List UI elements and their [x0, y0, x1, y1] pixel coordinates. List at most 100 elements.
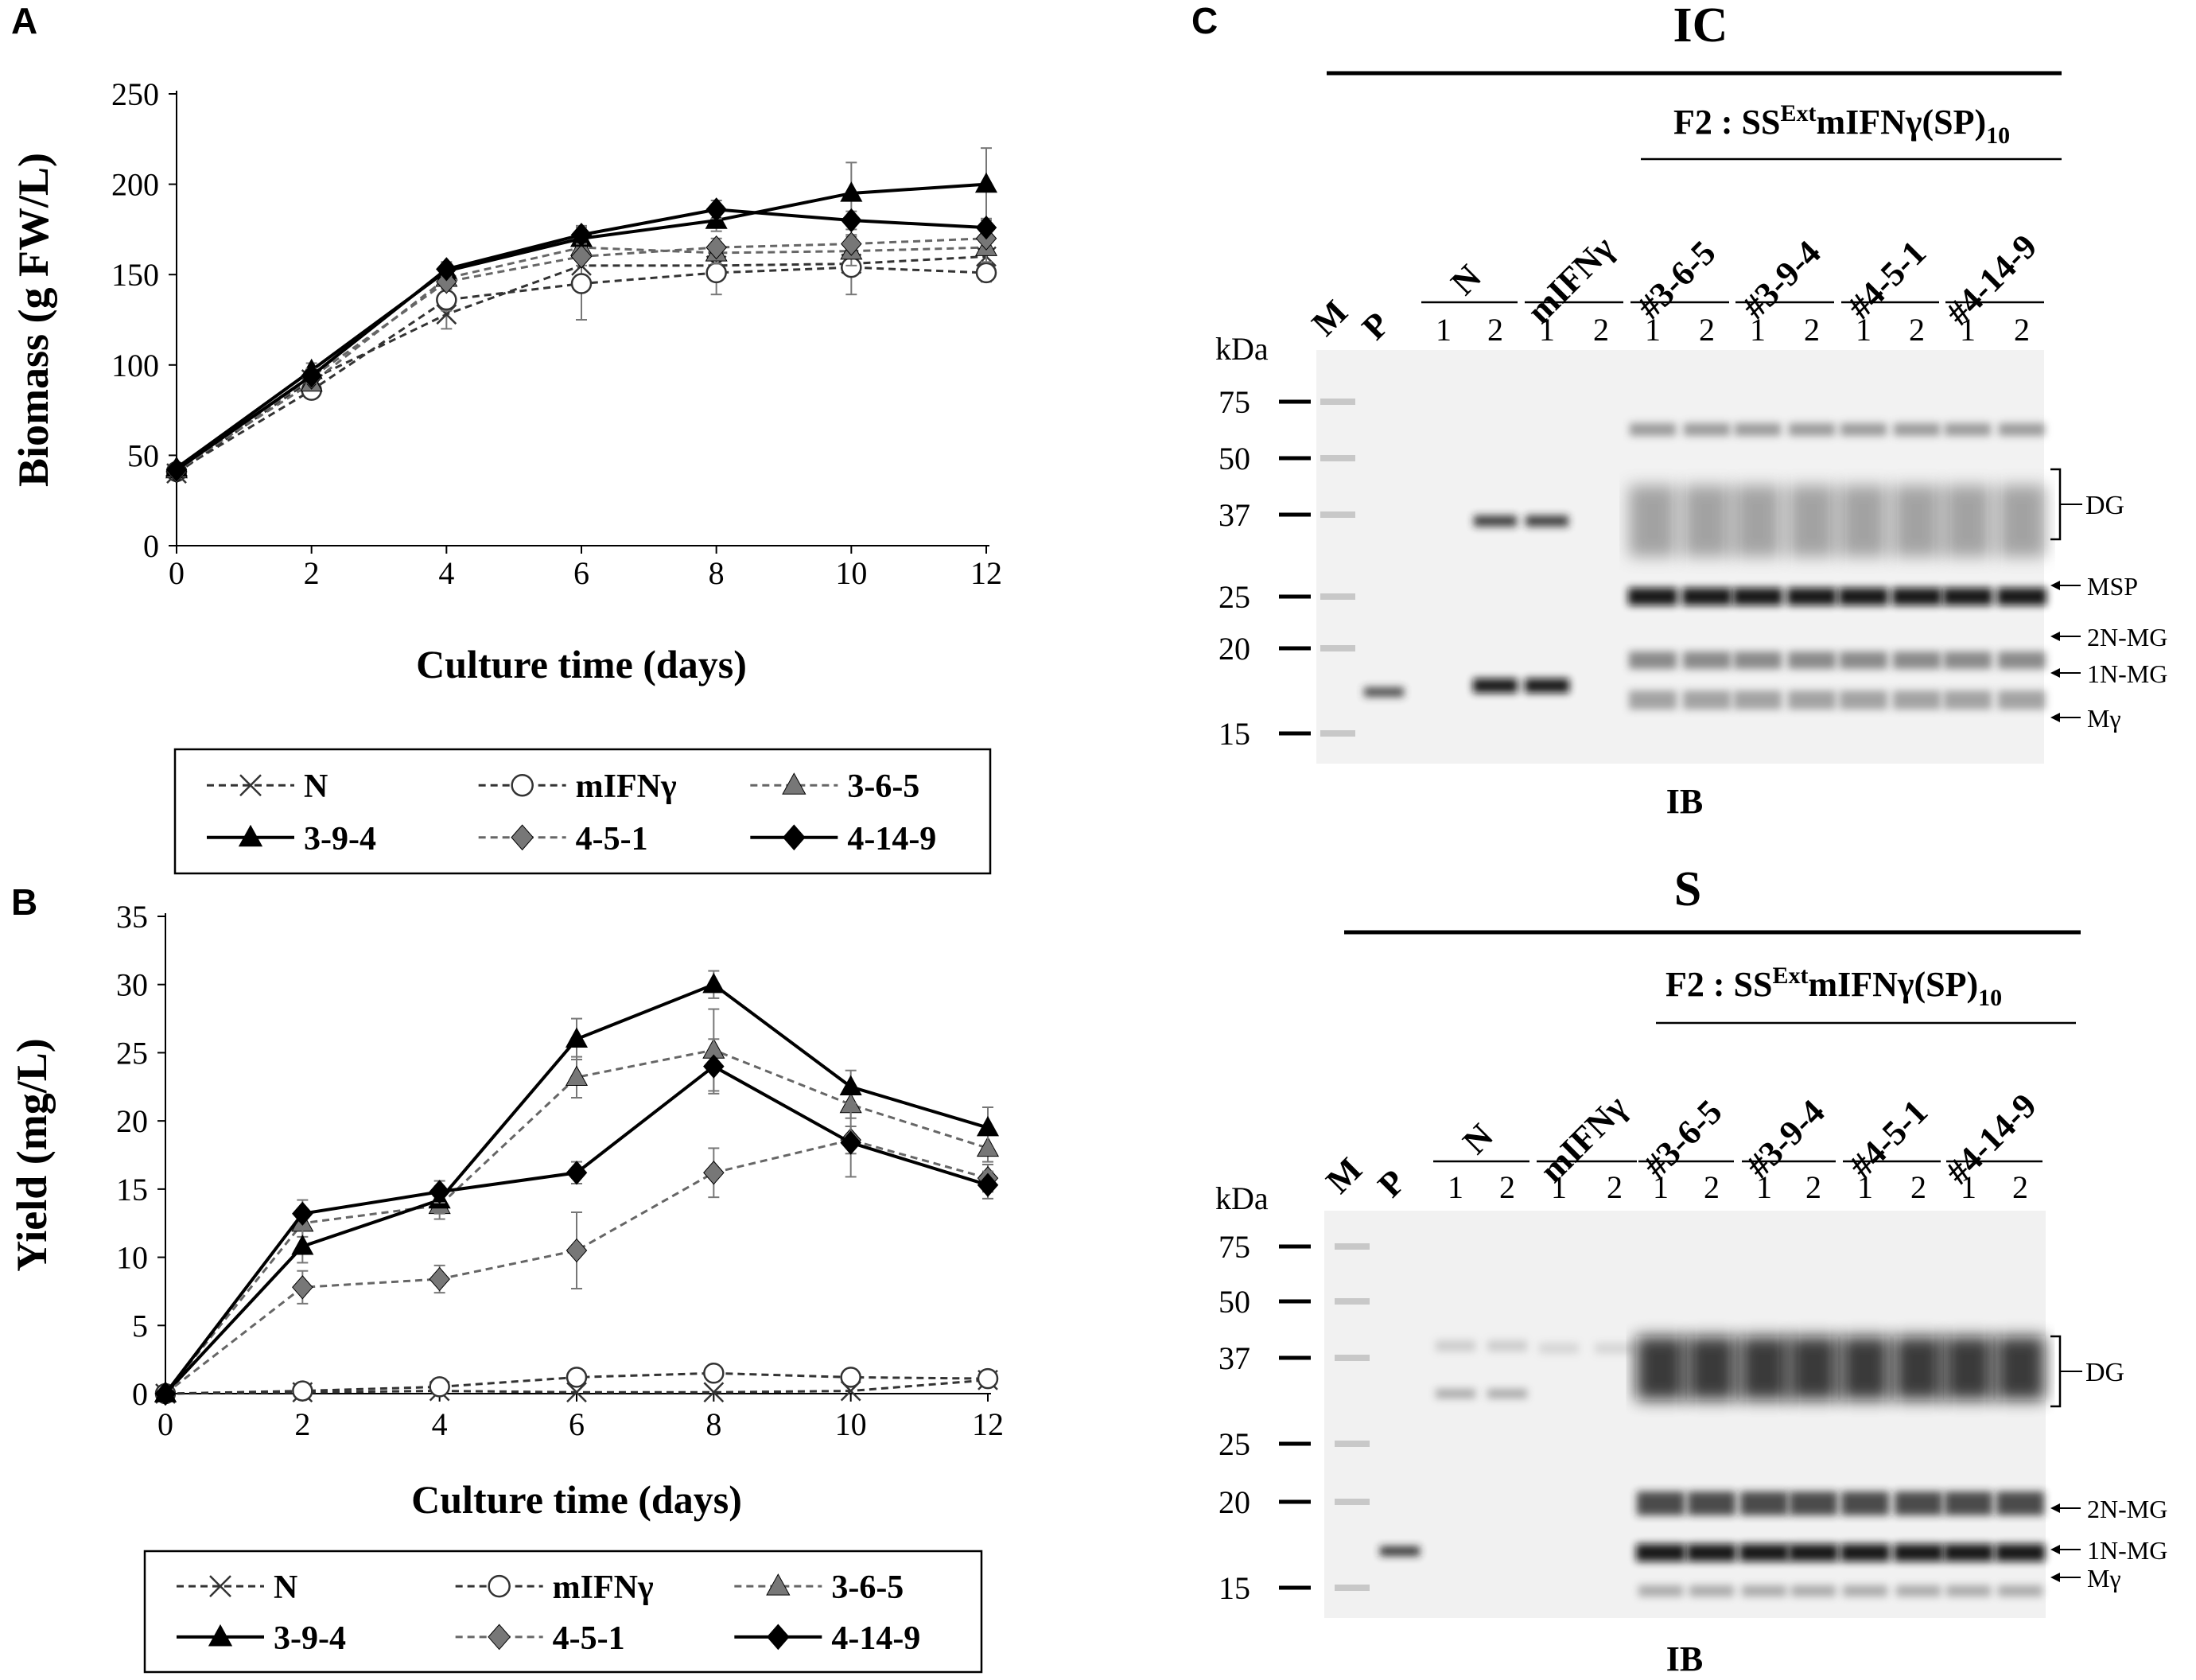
blot-band — [1998, 1585, 2042, 1596]
ladder-band — [1320, 511, 1355, 518]
blot-band — [1687, 1336, 1736, 1400]
data-point — [429, 1266, 450, 1292]
data-point — [566, 1238, 588, 1263]
data-point — [840, 1367, 861, 1388]
blot-band — [1683, 485, 1731, 557]
construct-prefix: F2 : SS — [1665, 965, 1772, 1004]
blot-band — [1638, 1585, 1683, 1596]
arrow-head — [2050, 1545, 2060, 1554]
legend-label: 3-6-5 — [847, 768, 919, 805]
ladder-band — [1335, 1441, 1370, 1447]
series-4-14-9 — [154, 1038, 999, 1406]
arrow-head — [2050, 668, 2060, 678]
lane-number: 2 — [1499, 1169, 1515, 1205]
blot-band — [1734, 485, 1782, 557]
x-tick-label: 10 — [835, 1406, 867, 1442]
blot-band — [1683, 690, 1731, 710]
series-4-5-1 — [165, 226, 997, 484]
data-point — [974, 172, 998, 193]
blot-band — [1840, 690, 1887, 710]
ladder-band — [1335, 1585, 1370, 1591]
legend-label: 4-14-9 — [847, 821, 936, 858]
data-point — [565, 1027, 589, 1048]
legend-label: N — [274, 1569, 297, 1606]
x-tick-label: 12 — [972, 1406, 1004, 1442]
data-point — [840, 1130, 861, 1155]
lane-number: 1 — [1857, 1169, 1873, 1205]
data-point — [702, 972, 725, 994]
blot-band — [1791, 1585, 1836, 1596]
blot-band — [1684, 423, 1730, 436]
construct-label: F2 : SSExtmIFNγ(SP)10 — [1665, 962, 2002, 1011]
data-point — [566, 1161, 588, 1185]
y-tick-label: 100 — [111, 348, 159, 383]
blot-band — [1893, 485, 1941, 557]
legend-item: 3-9-4 — [177, 1620, 346, 1657]
legend-marker — [238, 824, 263, 847]
construct-label: F2 : SSExtmIFNγ(SP)10 — [1673, 100, 2010, 149]
lane-number: 1 — [1750, 312, 1766, 348]
blot-band — [1840, 423, 1887, 436]
y-tick-label: 250 — [111, 76, 159, 112]
blot-band — [1896, 1585, 1941, 1596]
data-point — [566, 1382, 587, 1403]
blot-band — [1688, 1491, 1735, 1515]
group-label: N — [1444, 257, 1489, 302]
blot-band — [1637, 1491, 1685, 1515]
lane-number: 1 — [1961, 1169, 1976, 1205]
legend-label: 4-5-1 — [576, 821, 648, 858]
x-tick-label: 6 — [573, 555, 589, 591]
data-point — [841, 231, 862, 256]
band-annotation: Mγ — [2087, 704, 2121, 733]
blot-band — [1944, 1336, 1993, 1400]
x-tick-label: 2 — [294, 1406, 310, 1442]
blot-band — [1629, 485, 1677, 557]
blot-band — [1788, 485, 1836, 557]
chart-b-yield: 0 5 10 15 20 25 30 35 0 2 4 6 8 10 12 Culture time (day… — [8, 899, 1004, 1674]
ladder-band — [1320, 399, 1355, 405]
blot-band — [1525, 679, 1569, 693]
band-annotation: DG — [2085, 491, 2124, 520]
construct-sub: 10 — [1978, 985, 2002, 1011]
ladder-band — [1335, 1499, 1370, 1505]
lane-number: 2 — [2012, 1169, 2028, 1205]
legend-label: mIFNγ — [553, 1569, 654, 1606]
blot-band — [1789, 1336, 1838, 1400]
data-point — [292, 1380, 313, 1402]
data-point — [703, 1054, 725, 1079]
blot-band — [1789, 1544, 1838, 1561]
blot-title: S — [1674, 862, 1701, 916]
kda-value: 50 — [1218, 441, 1250, 476]
legend-marker — [488, 1574, 511, 1598]
blot-band — [1840, 485, 1887, 557]
y-tick-label: 15 — [116, 1172, 148, 1208]
y-tick-label: 150 — [111, 257, 159, 293]
lane-number: 2 — [1699, 312, 1715, 348]
ladder-band — [1335, 1355, 1370, 1361]
y-axis-label: Biomass (g FW/L) — [10, 153, 57, 487]
kda-label: kDa — [1215, 1180, 1269, 1216]
blot-band — [1436, 1340, 1475, 1351]
blot-band — [1841, 1491, 1889, 1515]
arrow-annotation: MSP — [2050, 572, 2138, 601]
band-annotation: 1N-MG — [2087, 659, 2167, 688]
blot-footer: IB — [1666, 782, 1703, 821]
kda-value: 37 — [1218, 497, 1250, 533]
data-point — [429, 1180, 450, 1204]
y-tick-label: 0 — [143, 528, 159, 564]
legend-item: 4-14-9 — [750, 821, 936, 858]
arrow-head — [2050, 581, 2060, 590]
blot-band — [1893, 690, 1941, 710]
ladder-band — [1320, 593, 1355, 600]
blot-band — [1740, 1491, 1788, 1515]
x-tick-label: 12 — [970, 555, 1002, 591]
x-axis-label: Culture time (days) — [416, 642, 747, 686]
blot-band — [1739, 1336, 1789, 1400]
series-3-9-4 — [154, 970, 1000, 1402]
panel-letter-b: B — [11, 881, 37, 923]
legend-item: mIFNγ — [478, 768, 677, 805]
y-tick-label: 20 — [116, 1103, 148, 1139]
series-3-6-5 — [154, 1008, 1000, 1402]
y-tick-label: 0 — [132, 1376, 148, 1412]
